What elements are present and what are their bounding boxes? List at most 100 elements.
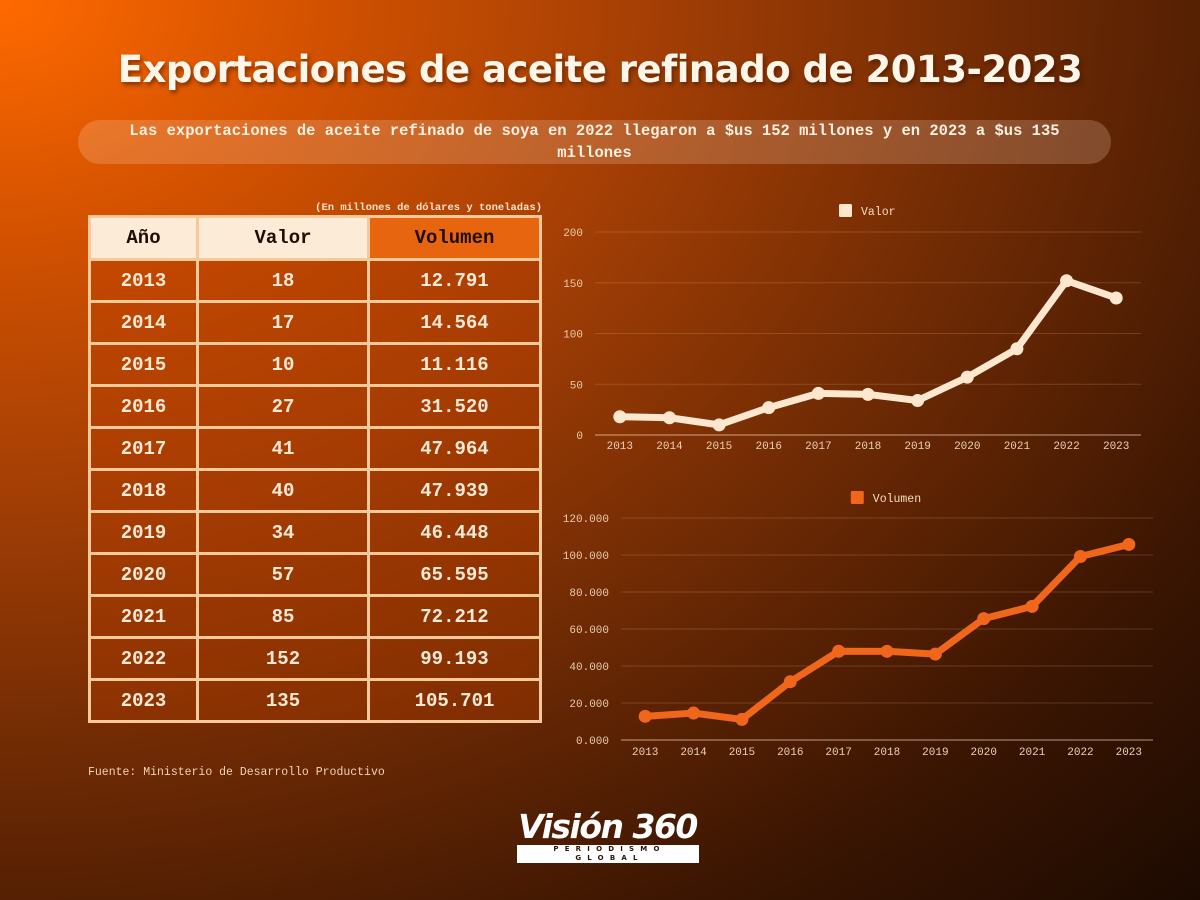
cell-year: 2020 xyxy=(88,552,199,597)
volumen-data-point xyxy=(735,712,749,726)
valor-y-tick-label: 0 xyxy=(576,431,583,443)
volumen-data-point xyxy=(977,612,991,626)
table-row: 2022 152 99.193 xyxy=(88,636,542,681)
cell-volumen: 47.964 xyxy=(367,426,542,471)
cell-volumen: 31.520 xyxy=(367,384,542,429)
valor-y-tick-label: 100 xyxy=(563,330,583,342)
cell-volumen: 14.564 xyxy=(367,300,542,345)
exports-table: Año Valor Volumen 2013 18 12.791 2014 17 14.5… xyxy=(88,215,542,723)
volumen-chart: Volumen 0.000 20.000 40.000 60.000 80.000 100.… xyxy=(555,480,1165,770)
cell-volumen: 47.939 xyxy=(367,468,542,513)
cell-valor: 41 xyxy=(196,426,370,471)
cell-volumen: 105.701 xyxy=(367,678,542,723)
volumen-data-point xyxy=(832,644,846,658)
valor-data-point xyxy=(662,411,676,425)
volumen-x-tick-label: 2022 xyxy=(1067,747,1093,759)
volumen-legend-label: Volumen xyxy=(873,493,921,506)
cell-year: 2014 xyxy=(88,300,199,345)
volumen-data-point xyxy=(1073,549,1087,563)
volumen-y-tick-label: 60.000 xyxy=(569,625,609,637)
valor-x-tick-label: 2023 xyxy=(1103,441,1129,453)
logo-tagline: PERIODISMO GLOBAL xyxy=(516,845,699,863)
cell-year: 2016 xyxy=(88,384,199,429)
cell-volumen: 12.791 xyxy=(367,258,542,303)
volumen-x-tick-label: 2016 xyxy=(777,747,803,759)
valor-data-point xyxy=(811,386,825,400)
volumen-series-line xyxy=(641,540,1133,723)
cell-valor: 17 xyxy=(196,300,370,345)
valor-series-line xyxy=(616,277,1120,429)
table-row: 2015 10 11.116 xyxy=(88,342,542,387)
table-row: 2017 41 47.964 xyxy=(88,426,542,471)
volumen-chart-svg: Volumen 0.000 20.000 40.000 60.000 80.000 100.… xyxy=(563,491,1153,759)
cell-valor: 135 xyxy=(196,678,370,723)
valor-x-tick-label: 2016 xyxy=(756,441,782,453)
valor-x-tick-label: 2021 xyxy=(1004,441,1031,453)
volumen-legend-swatch xyxy=(850,491,864,504)
volumen-data-point xyxy=(783,675,797,689)
cell-volumen: 11.116 xyxy=(367,342,542,387)
volumen-x-tick-label: 2019 xyxy=(922,747,948,759)
volumen-y-tick-label: 80.000 xyxy=(569,588,609,600)
valor-data-point xyxy=(1060,274,1074,288)
cell-valor: 40 xyxy=(196,468,370,513)
cell-year: 2023 xyxy=(88,678,199,723)
cell-year: 2021 xyxy=(88,594,199,639)
table-row: 2016 27 31.520 xyxy=(88,384,542,429)
valor-data-point xyxy=(1109,291,1123,305)
subtitle-banner: Las exportaciones de aceite refinado de … xyxy=(78,120,1111,164)
volumen-x-tick-label: 2015 xyxy=(729,747,755,759)
table-row: 2020 57 65.595 xyxy=(88,552,542,597)
valor-y-tick-label: 200 xyxy=(563,228,583,240)
cell-valor: 10 xyxy=(196,342,370,387)
valor-chart-svg: Valor 0 50 100 150 200 2013 2014 2015 2016 2017 201… xyxy=(563,204,1141,453)
table-row: 2019 34 46.448 xyxy=(88,510,542,555)
cell-volumen: 99.193 xyxy=(367,636,542,681)
valor-data-point xyxy=(712,418,726,432)
cell-volumen: 65.595 xyxy=(367,552,542,597)
table-unit-note: (En millones de dólares y toneladas) xyxy=(315,202,542,214)
volumen-x-tick-label: 2018 xyxy=(874,747,900,759)
header-valor: Valor xyxy=(196,215,370,261)
volumen-data-point xyxy=(928,647,942,661)
cell-valor: 57 xyxy=(196,552,370,597)
cell-valor: 18 xyxy=(196,258,370,303)
valor-x-tick-label: 2014 xyxy=(656,441,683,453)
valor-legend-swatch xyxy=(839,204,852,217)
valor-x-tick-label: 2022 xyxy=(1053,441,1079,453)
cell-year: 2022 xyxy=(88,636,199,681)
volumen-data-point xyxy=(1122,537,1136,551)
valor-x-tick-label: 2015 xyxy=(706,441,732,453)
cell-valor: 85 xyxy=(196,594,370,639)
valor-data-point xyxy=(613,410,627,424)
table-row: 2023 135 105.701 xyxy=(88,678,542,723)
valor-y-tick-label: 50 xyxy=(570,380,583,392)
valor-data-point xyxy=(762,401,776,415)
source-note: Fuente: Ministerio de Desarrollo Product… xyxy=(88,766,385,779)
volumen-x-tick-label: 2023 xyxy=(1116,747,1142,759)
volumen-y-tick-label: 0.000 xyxy=(576,736,609,748)
volumen-x-tick-label: 2013 xyxy=(632,747,658,759)
cell-year: 2019 xyxy=(88,510,199,555)
cell-volumen: 72.212 xyxy=(367,594,542,639)
valor-x-tick-label: 2018 xyxy=(855,441,881,453)
volumen-data-point xyxy=(1025,599,1039,613)
volumen-y-tick-label: 120.000 xyxy=(563,514,609,526)
volumen-data-point xyxy=(880,644,894,658)
volumen-x-tick-label: 2020 xyxy=(971,747,997,759)
valor-y-tick-label: 150 xyxy=(563,279,583,291)
valor-chart: Valor 0 50 100 150 200 2013 2014 2015 2016 2017 201… xyxy=(555,195,1155,460)
valor-data-point xyxy=(960,370,974,384)
vision360-logo: Visión 360 PERIODISMO GLOBAL xyxy=(515,810,700,863)
valor-x-tick-label: 2019 xyxy=(904,441,930,453)
table-row: 2014 17 14.564 xyxy=(88,300,542,345)
cell-valor: 27 xyxy=(196,384,370,429)
header-year: Año xyxy=(88,215,199,261)
valor-x-tick-label: 2013 xyxy=(607,441,633,453)
cell-valor: 34 xyxy=(196,510,370,555)
logo-wordmark: Visión 360 xyxy=(518,807,698,846)
table-row: 2018 40 47.939 xyxy=(88,468,542,513)
cell-volumen: 46.448 xyxy=(367,510,542,555)
cell-year: 2017 xyxy=(88,426,199,471)
volumen-x-tick-label: 2014 xyxy=(680,747,707,759)
